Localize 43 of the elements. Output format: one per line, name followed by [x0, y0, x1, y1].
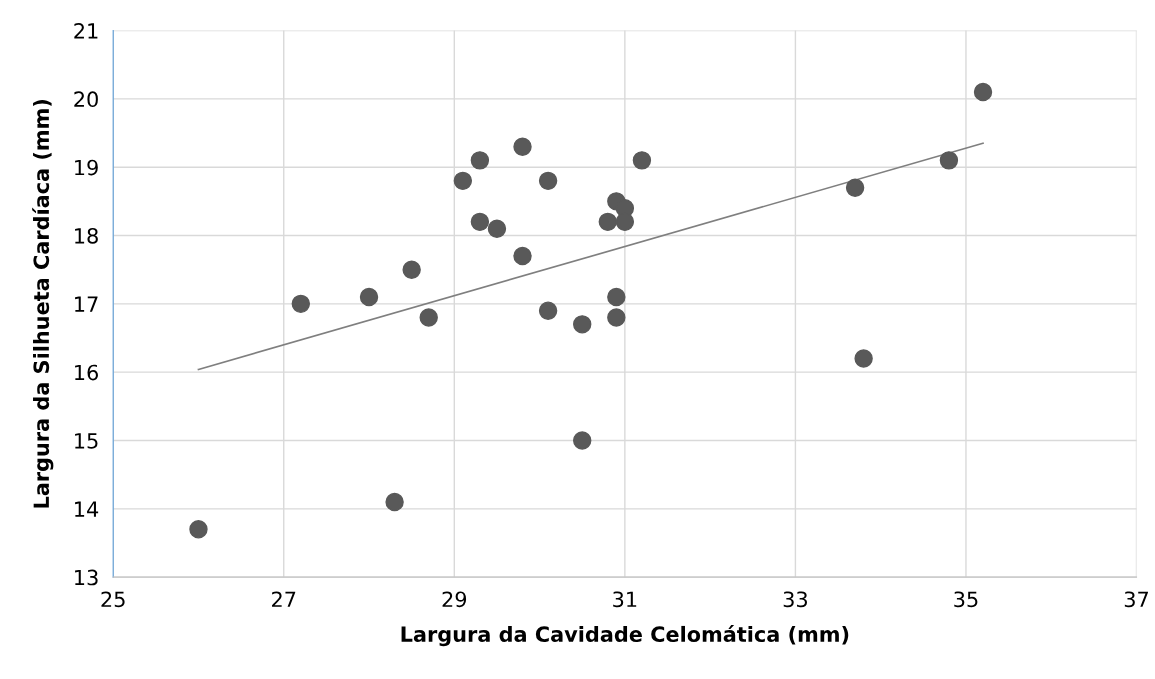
point — [607, 308, 626, 327]
y-tick-label: 16 — [75, 364, 98, 381]
point — [598, 212, 618, 232]
point — [189, 520, 208, 539]
point — [845, 178, 865, 197]
x-tick-label: 35 — [954, 591, 978, 608]
point — [573, 431, 592, 450]
x-tick-label: 29 — [442, 591, 467, 608]
point — [470, 151, 490, 170]
point — [607, 287, 626, 307]
point — [854, 349, 873, 368]
x-tick-label: 25 — [101, 591, 125, 608]
y-tick-label: 20 — [74, 91, 98, 108]
x-tick-label: 27 — [272, 591, 296, 607]
x-tick-label: 33 — [783, 591, 807, 608]
point — [359, 287, 379, 307]
y-tick-label: 14 — [75, 501, 99, 517]
x-axis-title: Largura da Cavidade Celomática (mm) — [401, 625, 849, 647]
point — [470, 212, 490, 232]
x-tick-label: 37 — [1124, 591, 1148, 608]
y-tick-label: 13 — [75, 569, 98, 586]
point — [513, 137, 532, 156]
point — [513, 246, 532, 266]
y-tick-label: 15 — [75, 433, 98, 449]
x-tick-label: 31 — [613, 591, 637, 608]
y-tick-label: 17 — [75, 296, 98, 312]
point — [419, 308, 438, 327]
point — [632, 151, 652, 170]
point — [973, 82, 993, 102]
point — [538, 171, 558, 191]
point — [402, 260, 421, 279]
y-axis-title: Largura da Silhueta Cardíaca (mm) — [32, 99, 54, 508]
point — [939, 151, 959, 170]
point — [453, 171, 473, 191]
y-tick-label: 21 — [74, 23, 98, 39]
y-tick-label: 19 — [75, 159, 98, 176]
point — [573, 315, 592, 334]
point — [538, 301, 558, 320]
point — [615, 212, 635, 232]
point — [487, 219, 507, 238]
point — [385, 492, 404, 512]
point — [291, 294, 311, 314]
y-tick-label: 18 — [75, 227, 98, 244]
